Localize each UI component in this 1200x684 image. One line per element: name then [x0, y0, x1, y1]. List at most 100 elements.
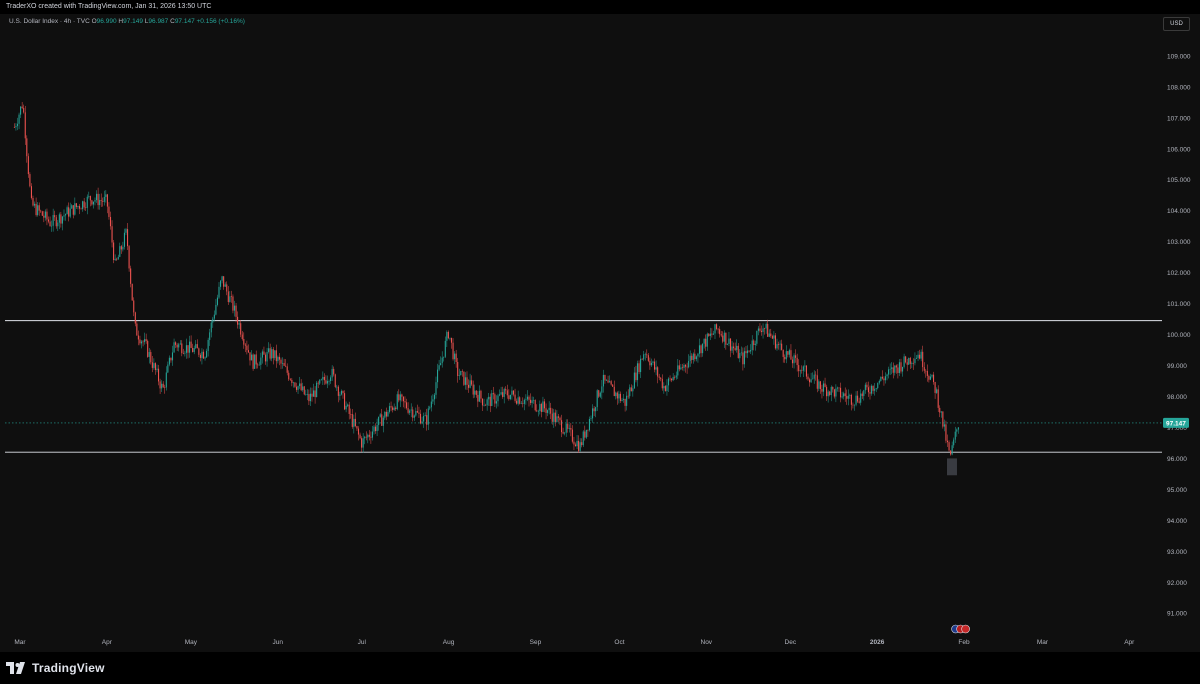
candle [47, 216, 50, 224]
candle [348, 401, 350, 420]
time-axis[interactable]: Mar Apr May Jun Jul Aug Sep Oct Nov Dec 2026 Feb Mar… [14, 639, 1135, 646]
candle [243, 332, 245, 349]
candle [206, 348, 208, 359]
candle [525, 394, 527, 405]
candle [454, 351, 456, 365]
candle [134, 311, 136, 327]
candle [368, 429, 370, 441]
price-tick-label: 99.000 [1167, 363, 1187, 370]
candle [695, 355, 697, 362]
candle [207, 337, 209, 357]
candle [698, 338, 701, 358]
time-tick-label: Mar [1037, 639, 1049, 646]
candle [277, 355, 279, 364]
price-axis[interactable]: 109.000 108.000 107.000 106.000 105.000 104.0… [1167, 53, 1191, 617]
price-tick-label: 109.000 [1167, 53, 1191, 60]
candle [808, 377, 811, 387]
candle [568, 424, 570, 433]
candle [226, 281, 228, 296]
candle [554, 409, 556, 427]
candle [919, 349, 921, 360]
candle [630, 384, 632, 392]
candle [900, 358, 902, 374]
candle [948, 440, 950, 452]
time-tick-label: Feb [958, 639, 970, 646]
candle [257, 362, 259, 369]
candle [539, 400, 541, 415]
candle [168, 355, 170, 367]
candle [486, 397, 488, 411]
candle [593, 406, 595, 417]
price-tick-label: 100.000 [1167, 332, 1191, 339]
candle [726, 343, 728, 346]
candle [886, 373, 888, 381]
candle [945, 420, 947, 444]
candle [777, 341, 780, 350]
candle [502, 386, 504, 399]
candle [37, 202, 39, 217]
time-tick-label: 2026 [870, 639, 885, 646]
candle [742, 347, 744, 371]
calendar-events-icon[interactable] [951, 624, 970, 634]
candle [877, 382, 879, 390]
candle [892, 362, 894, 379]
candle [596, 389, 598, 411]
candle [441, 351, 443, 368]
price-tick-label: 93.000 [1167, 549, 1187, 556]
candle [932, 371, 935, 385]
candle [697, 352, 699, 363]
candle [849, 393, 851, 399]
candle [771, 334, 773, 340]
candle [246, 340, 248, 355]
candle [509, 394, 511, 401]
candle [356, 425, 358, 431]
candle [895, 364, 897, 374]
candle [957, 427, 959, 434]
candle [461, 369, 463, 377]
candle [130, 265, 132, 288]
candle [412, 406, 414, 422]
price-tick-label: 105.000 [1167, 177, 1191, 184]
candle [26, 135, 28, 163]
candle [247, 344, 249, 353]
candle [940, 411, 942, 418]
candle [216, 294, 218, 307]
candle [350, 408, 352, 419]
time-tick-label: Aug [443, 639, 455, 646]
candle [810, 372, 812, 383]
candle [179, 340, 181, 345]
candle [69, 202, 71, 219]
candle [657, 366, 659, 384]
candles[interactable] [13, 102, 959, 456]
candle [567, 419, 569, 433]
candle [398, 389, 400, 403]
change-value: +0.156 (+0.16%) [196, 18, 245, 25]
close-value: 97.147 [174, 18, 195, 25]
candle [694, 349, 696, 362]
candle [361, 436, 363, 452]
candle [139, 335, 141, 346]
candle [523, 398, 525, 411]
candle [162, 381, 164, 388]
currency-button[interactable]: USD [1163, 17, 1190, 31]
candle [202, 349, 205, 359]
candle [426, 408, 428, 431]
candle [819, 380, 821, 394]
price-tick-label: 106.000 [1167, 146, 1191, 153]
candle [776, 338, 778, 351]
candle [627, 389, 629, 399]
candle [601, 380, 603, 400]
candle [219, 279, 222, 290]
candle [55, 214, 57, 229]
candle [167, 361, 169, 374]
candle [858, 397, 860, 404]
candle [751, 335, 753, 356]
candle [83, 198, 85, 211]
candle [909, 356, 911, 370]
candle [514, 388, 516, 403]
price-tick-label: 97.000 [1167, 425, 1187, 432]
candle [418, 406, 420, 418]
time-tick-label: Dec [785, 639, 797, 646]
high-value: 97.149 [123, 18, 143, 25]
